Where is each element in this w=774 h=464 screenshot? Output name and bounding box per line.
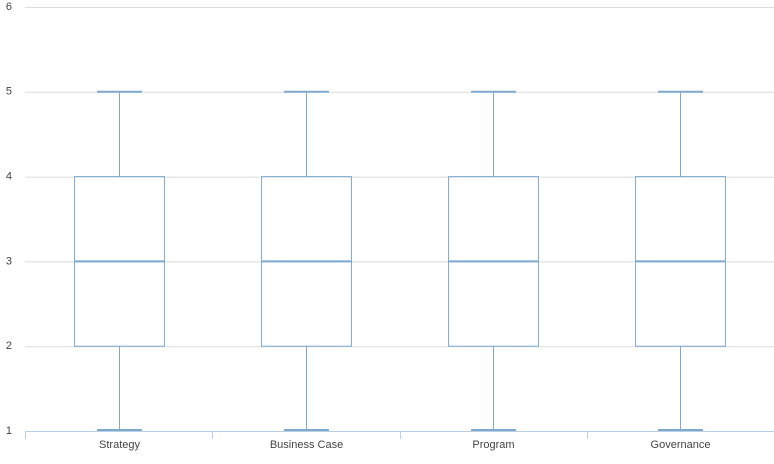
y-tick-label: 6 xyxy=(6,1,12,13)
x-tick-label: Program xyxy=(472,439,514,451)
y-tick-label: 5 xyxy=(6,86,12,98)
y-tick-label: 4 xyxy=(6,171,12,183)
y-tick-label: 2 xyxy=(6,340,12,352)
x-tick-label: Business Case xyxy=(270,439,343,451)
x-tick-label: Governance xyxy=(651,439,711,451)
y-tick-label: 1 xyxy=(6,425,12,437)
y-tick-label: 3 xyxy=(6,255,12,267)
x-tick-label: Strategy xyxy=(99,439,140,451)
